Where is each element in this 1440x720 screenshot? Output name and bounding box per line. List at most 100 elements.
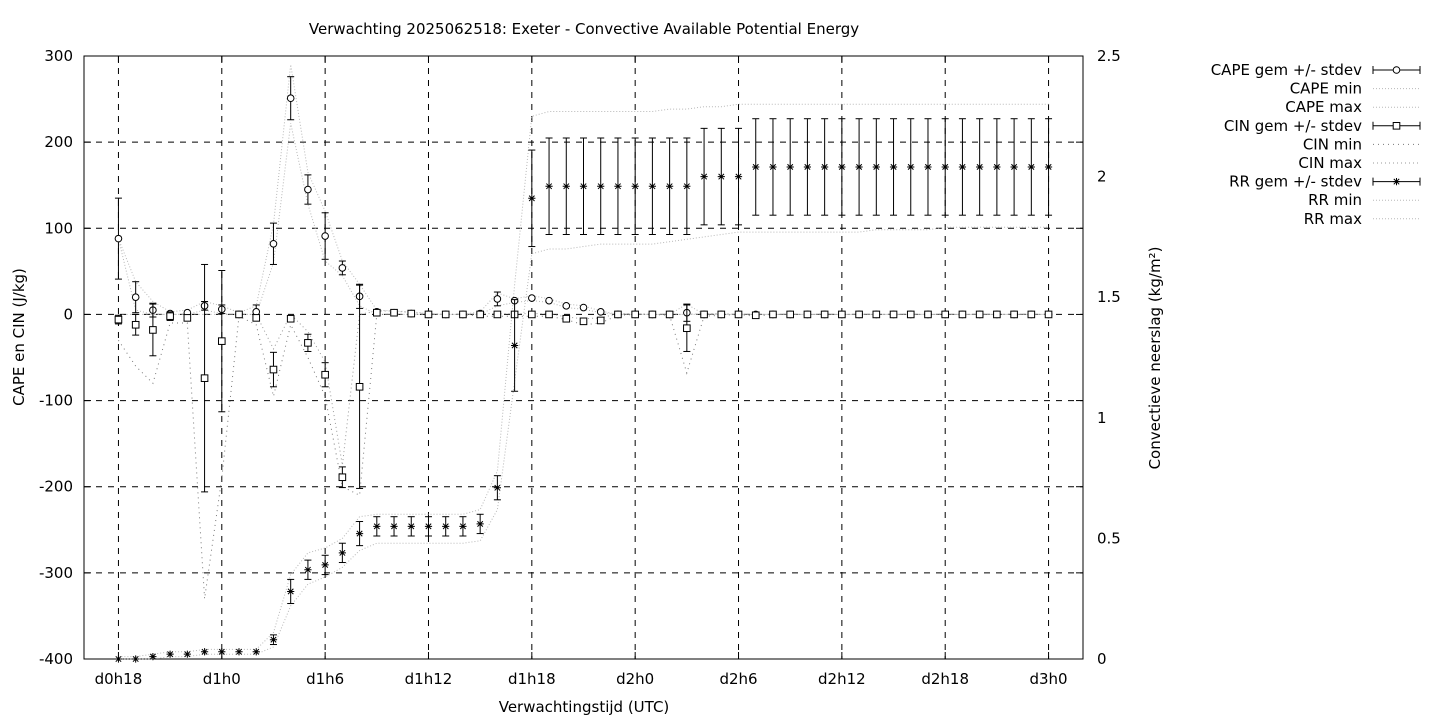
x-tick-label: d1h6 [306,670,344,688]
rr-mean-point [1010,163,1018,171]
x-tick-label: d0h18 [95,670,143,688]
cin-mean-point [700,310,708,319]
y2-tick-label: 1 [1097,409,1107,427]
cin-mean-point [683,324,691,333]
rr-mean-point [355,529,364,538]
cin-mean-point [200,374,209,382]
cape-mean-point [596,308,605,316]
cin-mean-point [889,310,898,319]
rr-mean-point [803,163,812,171]
x-tick-label: d2h0 [616,670,654,688]
cin-mean-point [373,308,381,317]
rr-mean-point [631,182,639,190]
cin-mean-point [407,309,416,318]
rr-mean-point [183,650,191,658]
cin-mean-point [390,308,398,317]
cape-mean-point [528,294,536,302]
y-tick-label: -200 [39,478,73,496]
cape-mean-point [562,302,571,310]
rr-mean-point [1044,163,1053,171]
rr-mean-point [338,549,346,557]
y-tick-label: 300 [44,47,73,65]
x-tick-label: d1h12 [405,670,453,688]
cin-mean-point [252,314,261,322]
y-tick-label: 0 [63,305,73,323]
rr-mean-point [924,163,932,171]
cin-mean-point [562,314,571,323]
cin-mean-point [269,365,278,374]
rr-mean-point [442,522,450,530]
rr-mean-point [769,163,777,171]
cin-mean-point [820,310,829,319]
plot-frame [83,55,1084,660]
cin-mean-point [631,310,639,319]
chart-title: Verwachting 2025062518: Exeter - Convect… [309,20,859,38]
rr-mean-point [614,182,622,190]
cin-mean-point [1044,310,1053,319]
cin-mean-point [166,312,174,320]
cape-mean-point [338,264,347,272]
rr-mean-point [562,182,570,190]
cin-mean-point [131,320,140,329]
rr-mean-point [218,648,226,656]
cin-mean-point [769,310,777,319]
rr-mean-point [1027,163,1035,171]
rr-mean-point [511,341,519,350]
cin-mean-point [441,310,450,319]
rr-mean-point [752,163,760,171]
cin-mean-point [355,382,364,391]
legend-label-cape-gem-stdev: CAPE gem +/- stdev [1211,61,1362,79]
legend-marker-cin-gem-stdev [1392,122,1401,130]
rr-mean-point [666,182,674,190]
x-tick-label: d1h18 [508,670,556,688]
legend-label-cape-min: CAPE min [1290,80,1362,98]
cin-max-line [118,310,1049,466]
cin-mean-point [596,316,605,325]
rr-mean-point [717,173,725,181]
cin-mean-point [906,310,915,319]
axes-layer: -400 -300 -200 -100 0 100 200 300 0 0.5 1 1.5 2 2.5 d0… [39,47,1121,688]
cin-mean-point [975,310,984,319]
cin-mean-point [1010,310,1018,319]
rr-mean-point [907,163,915,171]
cin-mean-point [424,310,433,319]
rr-mean-point [149,652,157,661]
rr-mean-point [424,522,433,530]
rr-mean-point [838,163,846,171]
rr-mean-point [700,173,708,181]
y2-tick-label: 2.5 [1097,47,1121,65]
cin-mean-point [338,473,347,482]
rr-mean-point [821,163,829,171]
cape-mean-point [131,293,140,302]
rr-mean-point [493,484,501,492]
cin-mean-point [717,310,726,319]
rr-mean-point [597,182,605,190]
cape-mean-point [545,296,553,305]
cape-mean-point [304,185,312,194]
cape-mean-point [493,295,502,303]
cin-mean-point [941,310,950,319]
y-axis-label: CAPE en CIN (J/kg) [10,268,28,406]
y2-tick-label: 2 [1097,168,1107,186]
rr-mean-point [235,648,243,656]
cin-mean-point [993,310,1001,319]
cin-mean-point [528,310,536,319]
cin-mean-point [614,310,622,319]
rr-max-line [118,103,1049,658]
rr-min-line [118,226,1049,660]
cin-mean-point [493,310,502,319]
cape-mean-point [579,303,588,312]
cin-mean-point [321,370,329,379]
cin-mean-point [1027,310,1036,319]
cin-mean-point [855,310,863,319]
cin-mean-point [734,310,743,319]
x-tick-label: d2h6 [719,670,757,688]
cin-mean-point [838,310,846,319]
cin-mean-point [235,310,243,319]
rr-mean-point [269,636,278,644]
legend-marker-cape-gem-stdev [1392,66,1401,74]
rr-mean-point [166,650,174,658]
cin-mean-point [545,310,553,319]
rr-mean-point [287,587,295,596]
rr-mean-point [459,522,467,530]
